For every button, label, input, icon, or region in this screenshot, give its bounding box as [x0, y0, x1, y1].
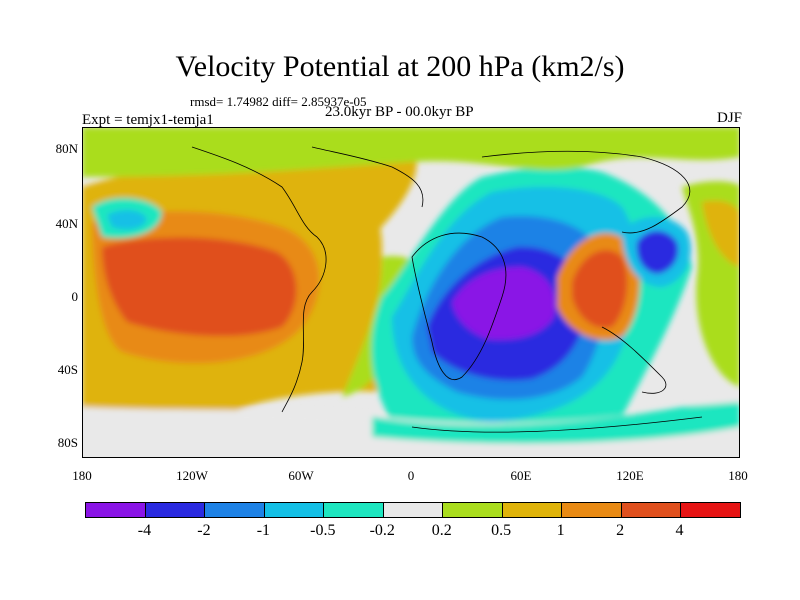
colorbar-swatch — [502, 503, 563, 517]
colorbar-label: 4 — [675, 522, 684, 539]
x-tick-label: 0 — [407, 468, 415, 483]
x-tick-label: 60W — [288, 468, 314, 483]
colorbar-label: -0.5 — [310, 522, 336, 539]
contour-band — [107, 210, 147, 230]
period-text: 23.0kyr BP - 00.0kyr BP — [325, 104, 474, 120]
colorbar-swatch — [621, 503, 682, 517]
colorbar — [85, 502, 741, 518]
map-panel — [82, 127, 740, 458]
contour-band — [102, 237, 297, 337]
y-tick-label: 80S — [57, 435, 78, 450]
contour-band — [702, 200, 740, 267]
x-tick-label: 120E — [616, 468, 644, 483]
experiment-label: Expt = temjx1-temja1 — [82, 112, 214, 128]
colorbar-swatch — [324, 503, 384, 517]
colorbar-swatch — [383, 503, 444, 517]
colorbar-label: 2 — [616, 522, 625, 539]
colorbar-label: 0.2 — [431, 522, 452, 539]
colorbar-label: -1 — [256, 522, 271, 539]
colorbar-swatch — [562, 503, 622, 517]
contour-band — [452, 267, 556, 340]
stats-text: rmsd= 1.74982 diff= 2.85937e-05 — [190, 94, 367, 109]
colorbar-label: -2 — [197, 522, 211, 539]
contour-field — [82, 127, 740, 458]
colorbar-swatch — [86, 503, 146, 517]
x-tick-label: 180 — [72, 468, 92, 483]
x-tick-label: 60E — [510, 468, 532, 483]
coastlines — [191, 146, 703, 433]
contour-band — [636, 230, 679, 274]
colorbar-label: -0.2 — [369, 522, 395, 539]
season-label: DJF — [716, 110, 742, 126]
x-tick-label: 120W — [176, 468, 208, 483]
colorbar-label: 0.5 — [491, 522, 512, 539]
colorbar-swatch — [145, 503, 206, 517]
colorbar-swatch — [681, 503, 741, 517]
colorbar-swatch — [264, 503, 325, 517]
contour-band — [372, 402, 740, 444]
colorbar-swatch — [205, 503, 265, 517]
y-tick-label: 40N — [55, 216, 78, 231]
velocity-potential-contours — [82, 127, 740, 458]
y-tick-label: 80N — [55, 141, 78, 156]
colorbar-label: -4 — [137, 522, 152, 539]
x-tick-label: 180 — [728, 468, 748, 483]
contour-band — [82, 127, 740, 177]
colorbar-swatch — [443, 503, 503, 517]
colorbar-label: 1 — [556, 522, 565, 539]
plot-title: Velocity Potential at 200 hPa (km2/s) — [175, 50, 625, 83]
y-tick-label: 40S — [57, 362, 78, 377]
y-tick-label: 0 — [71, 289, 79, 304]
contour-band — [572, 250, 628, 328]
